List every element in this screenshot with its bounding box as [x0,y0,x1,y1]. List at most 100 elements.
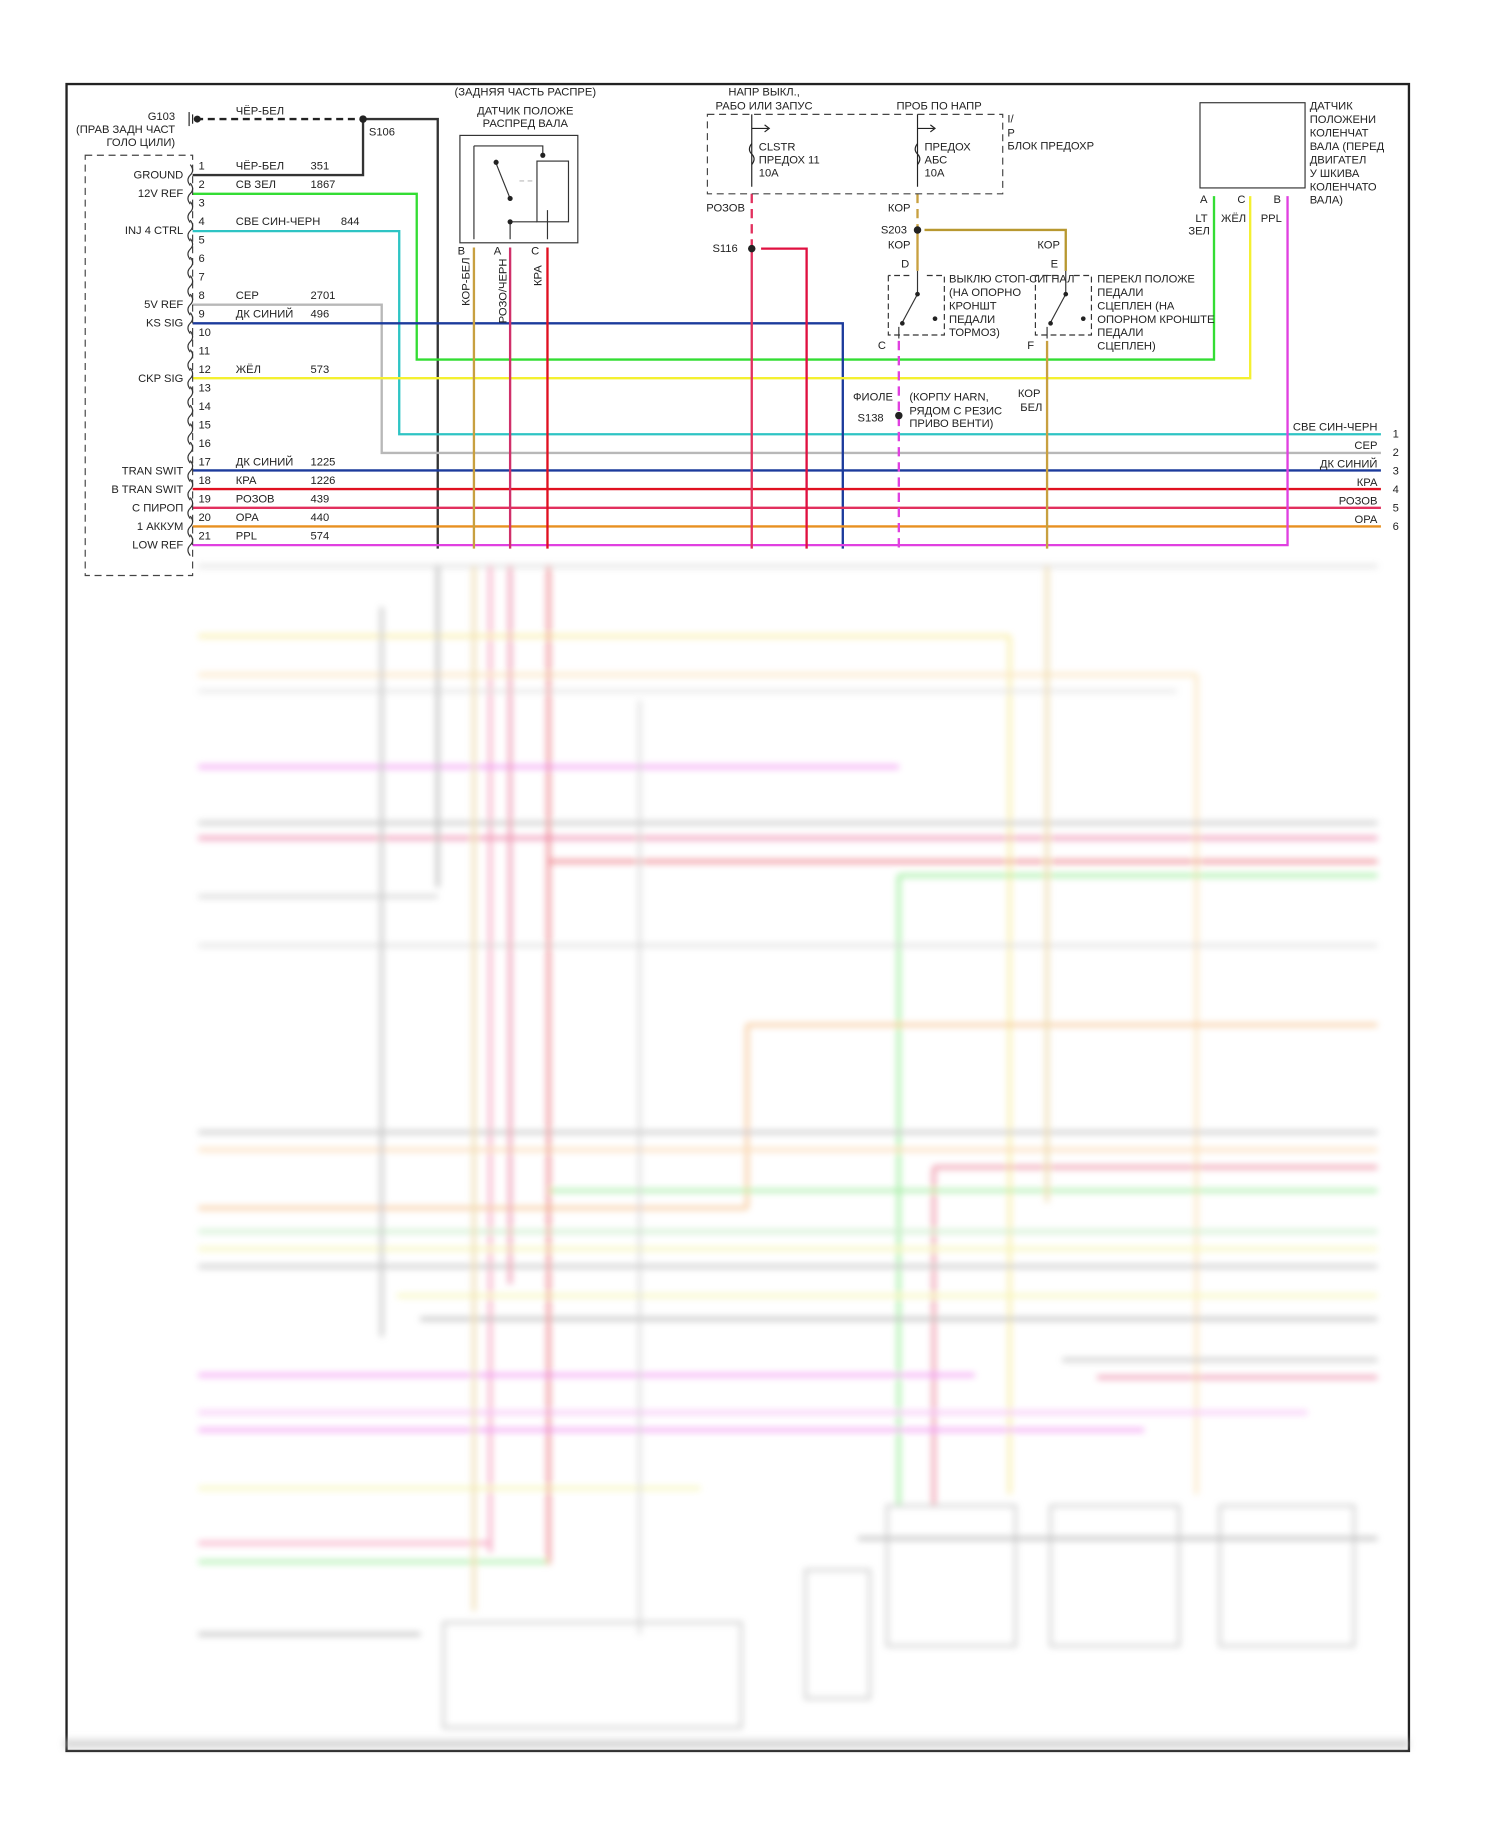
pin-number: 15 [198,419,210,431]
pin-wire-color: ОРА [236,512,259,524]
splice-s116-dot [748,244,756,253]
connector-cavity [187,238,194,260]
pin-wire-color: ДК СИНИЙ [236,455,293,468]
brake-switch-text: КРОНШТ [949,300,997,312]
pin-number: 12 [198,364,210,376]
crank-pin-b: B [1274,194,1281,206]
connector-cavity [187,386,194,408]
brake-switch-text: ПЕДАЛИ [949,314,995,326]
pin-circuit-number: 844 [341,216,360,228]
right-connector: СВЕ СИН-ЧЕРН 1 СЕР 2 ДК СИНИЙ 3 КРА 4 РОЗОВ 5 ОРА 6 [1293,422,1399,534]
clutch-f-wire-1: КОР [1018,388,1041,400]
wire-pin1-ground [192,119,365,177]
pin-number: 19 [198,493,210,505]
connector-cavity [187,460,194,482]
pcm-pin-1: 1 GROUND ЧЁР-БЕЛ 351 [134,160,329,186]
right-connector-pin: 6 [1393,521,1399,533]
pin-number: 17 [198,456,210,468]
pin-function: 1 АККУМ [137,521,183,533]
right-connector-pin: 5 [1393,503,1399,515]
fuse-a-line-1: CLSTR [759,142,796,154]
pin-function: GROUND [134,170,184,182]
connector-cavity [187,478,194,501]
wire-pin12-yellow [192,196,1252,380]
connector-cavity [187,256,194,279]
pcm-pin-3: 3 [187,197,205,223]
crank-sensor-text: КОЛЕНЧАТО [1310,181,1377,193]
pcm-pin-19: 19 С ПИРОП РОЗОВ 439 [132,493,329,519]
right-connector-wire-color: ДК СИНИЙ [1320,458,1377,471]
right-connector-pin: 1 [1393,429,1399,441]
ground-note-2: ГОЛО ЦИЛИ) [107,137,176,149]
wire-pin2-green [192,192,1216,361]
pcm-pin-13: 13 [187,382,211,408]
pin-function: B TRAN SWIT [111,484,183,496]
right-connector-pin: 2 [1393,447,1399,459]
pin-wire-color: ЧЁР-БЕЛ [236,160,284,172]
s138-label: S138 [858,412,884,424]
cam-sensor-contacts [493,152,546,225]
fuse-side-1: I/ [1007,114,1014,126]
fuse-a-line-3: 10A [759,167,779,179]
pin-number: 2 [198,179,204,191]
pcm-pin-21: 21 LOW REF PPL 574 [132,530,329,557]
crank-wire-c: ЖЁЛ [1221,213,1246,225]
clutch-pin-f: F [1027,340,1034,352]
ground-g103 [188,112,201,127]
pin-circuit-number: 1225 [311,456,336,468]
pin-circuit-number: 2701 [311,290,336,302]
connector-cavity [187,293,194,316]
connector-cavity [187,201,194,223]
connector-cavity [187,515,194,538]
clutch-f-wire-2: БЕЛ [1020,402,1042,414]
pin-function: С ПИРОП [132,503,183,515]
splice-s203-label: S203 [881,224,907,236]
crank-sensor-text: ВАЛА (ПЕРЕД [1310,141,1385,153]
brake-switch-text: ВЫКЛЮ СТОП-СИГНАЛ [949,273,1074,285]
cam-pin-c: C [531,245,539,257]
pin-number: 11 [198,345,210,357]
pcm-pin-18: 18 B TRAN SWIT КРА 1226 [111,475,336,501]
cam-wire-b: КОР-БЕЛ [460,257,472,305]
clutch-switch-text: ПЕРЕКЛ ПОЛОЖЕ [1097,273,1195,285]
wire-pin4-cyan [192,229,1381,436]
fuse-b-wire-2: КОР [888,240,911,252]
cam-pin-a: A [494,245,502,257]
fuse-label-1: НАПР ВЫКЛ., [728,87,799,99]
connector-cavity [187,534,194,557]
wire-s106-black [363,117,439,549]
pin-function: LOW REF [132,540,183,552]
wires [192,117,1381,549]
pcm-pin-9: 9 KS SIG ДК СИНИЙ 496 [146,307,329,334]
right-connector-wire-color: СВЕ СИН-ЧЕРН [1293,422,1377,434]
brake-switch-symbol [887,270,945,339]
pin-circuit-number: 1226 [311,475,336,487]
pin-number: 4 [198,216,204,228]
pin-circuit-number: 1867 [311,179,336,191]
wire-s116-branch [761,247,808,549]
right-connector-pin: 4 [1393,484,1399,496]
clutch-pin-e: E [1051,258,1058,270]
splice-s116-label: S116 [712,243,737,255]
pin-number: 7 [198,271,204,283]
pcm-pin-17: 17 TRAN SWIT ДК СИНИЙ 1225 [122,455,336,482]
wire-pin9-blue [192,322,844,549]
fuse-symbols [748,114,936,187]
pin-number: 18 [198,475,210,487]
splice-s106-label: S106 [369,126,395,138]
ground-wire-label: ЧЁР-БЕЛ [236,105,284,117]
pcm-pin-6: 6 [187,253,205,279]
wire-s203-branch [924,228,1067,271]
crank-wire-b: PPL [1261,213,1282,225]
pin-number: 13 [198,382,210,394]
pcm-pin-20: 20 1 АККУМ ОРА 440 [137,512,329,538]
pcm-pin-10: 10 [187,327,211,353]
fuse-label-2: РАБО ИЛИ ЗАПУС [716,101,813,113]
clutch-switch-text: СЦЕПЛЕН (НА [1097,300,1175,312]
fuse-side-3: БЛОК ПРЕДОХР [1007,140,1094,152]
pin-number: 21 [198,530,210,542]
diagram-frame [65,82,1411,1753]
